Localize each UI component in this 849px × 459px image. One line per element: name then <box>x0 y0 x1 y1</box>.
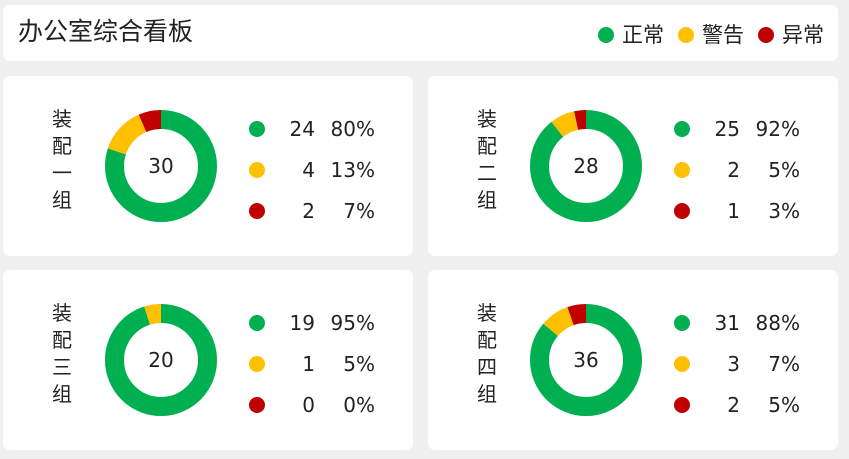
status-stats: 24 80% 4 13% 2 7% <box>245 117 395 240</box>
legend-item-warning: 警告 <box>678 22 744 48</box>
stat-row-normal: 19 95% <box>245 311 395 352</box>
normal-status-dot-icon <box>674 315 690 331</box>
normal-status-dot-icon <box>249 121 265 137</box>
dashboard-title: 办公室综合看板 <box>18 17 194 46</box>
warning-count: 2 <box>727 158 740 182</box>
group-name: 装 配 一 组 <box>52 107 72 212</box>
group-name: 装 配 二 组 <box>477 107 497 212</box>
stat-row-warning: 1 5% <box>245 352 395 393</box>
stat-row-abnormal: 2 7% <box>245 199 395 240</box>
abnormal-percent: 5% <box>768 393 800 417</box>
legend-label-warning: 警告 <box>702 23 744 47</box>
status-donut-chart <box>105 304 217 416</box>
normal-percent: 92% <box>755 117 800 141</box>
normal-status-dot-icon <box>674 121 690 137</box>
status-donut-chart <box>105 110 217 222</box>
normal-count: 19 <box>289 311 315 335</box>
status-stats: 19 95% 1 5% 0 0% <box>245 311 395 434</box>
warning-percent: 13% <box>330 158 375 182</box>
normal-count: 25 <box>714 117 740 141</box>
donut-total: 20 <box>148 348 174 372</box>
legend-item-abnormal: 异常 <box>758 22 824 48</box>
normal-status-dot-icon <box>249 315 265 331</box>
abnormal-status-dot-icon <box>674 203 690 219</box>
donut-total: 36 <box>573 348 599 372</box>
donut-total: 28 <box>573 154 599 178</box>
status-stats: 25 92% 2 5% 1 3% <box>670 117 820 240</box>
header-bar: 办公室综合看板 正常 警告 异常 <box>3 5 838 61</box>
normal-status-dot-icon <box>598 27 614 43</box>
group-card-4: 装 配 四 组 36 31 88% 3 7% 2 5% <box>428 270 838 450</box>
group-card-1: 装 配 一 组 30 24 80% 4 13% 2 7% <box>3 76 413 256</box>
status-donut-chart <box>530 304 642 416</box>
stat-row-normal: 31 88% <box>670 311 820 352</box>
stat-row-abnormal: 1 3% <box>670 199 820 240</box>
group-card-3: 装 配 三 组 20 19 95% 1 5% 0 0% <box>3 270 413 450</box>
group-card-2: 装 配 二 组 28 25 92% 2 5% 1 3% <box>428 76 838 256</box>
stat-row-warning: 4 13% <box>245 158 395 199</box>
normal-count: 31 <box>714 311 740 335</box>
stat-row-abnormal: 2 5% <box>670 393 820 434</box>
abnormal-segment <box>105 110 217 222</box>
abnormal-count: 2 <box>302 199 315 223</box>
status-stats: 31 88% 3 7% 2 5% <box>670 311 820 434</box>
abnormal-count: 2 <box>727 393 740 417</box>
warning-status-dot-icon <box>678 27 694 43</box>
legend-label-abnormal: 异常 <box>782 23 824 47</box>
group-name: 装 配 三 组 <box>52 301 72 406</box>
warning-percent: 5% <box>768 158 800 182</box>
abnormal-segment <box>530 304 642 416</box>
donut-total: 30 <box>148 154 174 178</box>
warning-status-dot-icon <box>249 162 265 178</box>
warning-status-dot-icon <box>674 162 690 178</box>
abnormal-percent: 7% <box>343 199 375 223</box>
abnormal-status-dot-icon <box>249 397 265 413</box>
normal-percent: 88% <box>755 311 800 335</box>
stat-row-abnormal: 0 0% <box>245 393 395 434</box>
warning-percent: 5% <box>343 352 375 376</box>
abnormal-status-dot-icon <box>758 27 774 43</box>
abnormal-status-dot-icon <box>674 397 690 413</box>
normal-count: 24 <box>289 117 315 141</box>
stat-row-warning: 3 7% <box>670 352 820 393</box>
warning-percent: 7% <box>768 352 800 376</box>
abnormal-count: 1 <box>727 199 740 223</box>
warning-segment <box>105 304 217 416</box>
warning-count: 1 <box>302 352 315 376</box>
stat-row-normal: 25 92% <box>670 117 820 158</box>
legend-label-normal: 正常 <box>622 23 664 47</box>
abnormal-percent: 0% <box>343 393 375 417</box>
warning-status-dot-icon <box>674 356 690 372</box>
abnormal-count: 0 <box>302 393 315 417</box>
group-name: 装 配 四 组 <box>477 301 497 406</box>
normal-percent: 80% <box>330 117 375 141</box>
normal-percent: 95% <box>330 311 375 335</box>
abnormal-segment <box>530 110 642 222</box>
abnormal-percent: 3% <box>768 199 800 223</box>
warning-count: 3 <box>727 352 740 376</box>
legend-item-normal: 正常 <box>598 22 664 48</box>
warning-count: 4 <box>302 158 315 182</box>
stat-row-normal: 24 80% <box>245 117 395 158</box>
stat-row-warning: 2 5% <box>670 158 820 199</box>
status-donut-chart <box>530 110 642 222</box>
abnormal-status-dot-icon <box>249 203 265 219</box>
status-legend: 正常 警告 异常 <box>584 22 824 48</box>
warning-status-dot-icon <box>249 356 265 372</box>
